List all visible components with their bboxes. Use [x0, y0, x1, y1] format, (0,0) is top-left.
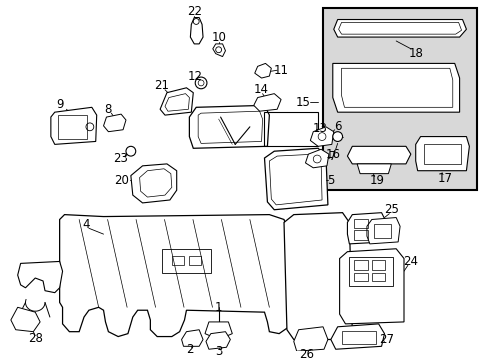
- Text: 22: 22: [186, 5, 202, 18]
- Text: 18: 18: [407, 47, 422, 60]
- Bar: [423, 144, 460, 164]
- Bar: [189, 256, 201, 265]
- Text: 2: 2: [185, 343, 193, 356]
- Text: 28: 28: [28, 332, 42, 345]
- Text: 23: 23: [112, 152, 127, 165]
- Polygon shape: [189, 105, 269, 148]
- Bar: [353, 261, 367, 270]
- Text: 10: 10: [211, 31, 225, 44]
- Bar: [373, 224, 390, 238]
- Text: 13: 13: [312, 122, 327, 135]
- Polygon shape: [333, 19, 466, 37]
- Bar: [353, 219, 367, 228]
- Polygon shape: [346, 146, 410, 164]
- Bar: [348, 257, 392, 286]
- Text: 5: 5: [326, 174, 334, 187]
- Polygon shape: [212, 44, 225, 57]
- Polygon shape: [310, 127, 333, 146]
- Bar: [353, 273, 367, 281]
- Polygon shape: [305, 149, 328, 168]
- Polygon shape: [60, 215, 288, 337]
- Polygon shape: [11, 307, 40, 332]
- Text: 26: 26: [298, 348, 313, 360]
- Polygon shape: [253, 94, 281, 111]
- Polygon shape: [330, 324, 384, 349]
- Bar: [341, 331, 375, 345]
- Bar: [264, 112, 318, 146]
- Polygon shape: [205, 332, 230, 349]
- Text: 3: 3: [215, 345, 222, 358]
- Polygon shape: [18, 261, 62, 293]
- Polygon shape: [356, 164, 390, 174]
- Text: 12: 12: [187, 69, 203, 82]
- Text: 20: 20: [113, 174, 128, 187]
- Bar: [371, 261, 385, 270]
- Text: 4: 4: [82, 218, 89, 231]
- Polygon shape: [415, 136, 468, 171]
- Polygon shape: [366, 217, 399, 244]
- Circle shape: [195, 77, 206, 89]
- Polygon shape: [332, 63, 459, 112]
- Polygon shape: [264, 148, 327, 210]
- Text: 9: 9: [56, 98, 63, 111]
- Polygon shape: [204, 322, 232, 339]
- Bar: [353, 230, 367, 240]
- Text: 17: 17: [437, 172, 451, 185]
- Polygon shape: [293, 327, 327, 351]
- Bar: [162, 249, 210, 273]
- Text: 6: 6: [333, 120, 341, 133]
- Bar: [171, 256, 183, 265]
- Polygon shape: [190, 18, 203, 44]
- Text: 14: 14: [254, 83, 268, 96]
- Polygon shape: [284, 213, 351, 339]
- Text: 25: 25: [383, 203, 398, 216]
- Polygon shape: [160, 88, 193, 115]
- Bar: [323, 8, 476, 190]
- Bar: [58, 115, 87, 139]
- Polygon shape: [51, 107, 97, 144]
- Text: 11: 11: [273, 64, 288, 77]
- Circle shape: [126, 146, 136, 156]
- Bar: [371, 273, 385, 281]
- Polygon shape: [103, 114, 126, 132]
- Text: 21: 21: [154, 79, 169, 93]
- Text: 27: 27: [378, 333, 393, 346]
- Text: 15: 15: [295, 96, 310, 109]
- Polygon shape: [131, 164, 176, 203]
- Polygon shape: [181, 330, 203, 346]
- Text: 16: 16: [325, 148, 340, 161]
- Polygon shape: [254, 63, 271, 78]
- Circle shape: [332, 132, 342, 141]
- Text: 7: 7: [328, 150, 336, 163]
- Text: 8: 8: [104, 103, 112, 116]
- Text: 24: 24: [403, 255, 417, 268]
- Polygon shape: [339, 249, 403, 324]
- Circle shape: [215, 47, 221, 53]
- Text: 1: 1: [214, 301, 222, 314]
- Text: 19: 19: [368, 174, 384, 187]
- Polygon shape: [346, 213, 386, 244]
